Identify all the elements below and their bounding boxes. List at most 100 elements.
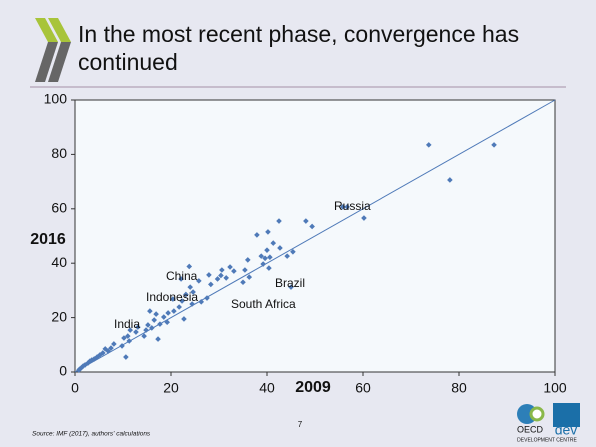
point bbox=[151, 317, 157, 323]
x-tick-label: 60 bbox=[355, 380, 371, 396]
point bbox=[231, 268, 237, 274]
annotation: India bbox=[114, 317, 140, 331]
x-tick-label: 0 bbox=[71, 380, 79, 396]
point bbox=[242, 267, 248, 273]
reference-line bbox=[74, 99, 556, 373]
point bbox=[186, 263, 193, 270]
point bbox=[264, 247, 270, 253]
point bbox=[85, 360, 91, 366]
point bbox=[181, 316, 187, 322]
y-tick-label: 60 bbox=[51, 200, 67, 216]
x-axis-label: 2009 bbox=[295, 379, 331, 396]
point bbox=[425, 142, 432, 148]
x-tick-label: 100 bbox=[543, 380, 567, 396]
source: Source: IMF (2017), authors' calculation… bbox=[32, 431, 151, 438]
point bbox=[265, 229, 271, 235]
point bbox=[284, 253, 290, 259]
point bbox=[214, 276, 221, 282]
annotation: China bbox=[166, 269, 198, 283]
point bbox=[165, 310, 171, 316]
point bbox=[218, 272, 224, 279]
point bbox=[223, 275, 229, 281]
point bbox=[133, 329, 139, 335]
point bbox=[288, 284, 294, 290]
y-tick-label: 40 bbox=[51, 254, 67, 270]
point bbox=[258, 253, 265, 259]
y-axis-label: 2016 bbox=[30, 231, 66, 248]
y-tick-label: 20 bbox=[51, 308, 67, 324]
logo-name: OECD bbox=[517, 424, 544, 434]
point bbox=[260, 261, 266, 267]
point bbox=[149, 325, 155, 331]
point bbox=[245, 257, 251, 263]
logo-unit: dev bbox=[555, 422, 578, 438]
point bbox=[161, 314, 167, 320]
point bbox=[361, 215, 367, 221]
point bbox=[178, 276, 184, 282]
point bbox=[119, 343, 125, 349]
point bbox=[340, 204, 346, 210]
point bbox=[121, 335, 127, 341]
point bbox=[170, 296, 176, 302]
annotation: Indonesia bbox=[146, 290, 198, 304]
point bbox=[187, 284, 193, 290]
point bbox=[204, 295, 210, 301]
chevrons bbox=[35, 18, 71, 82]
point bbox=[277, 245, 283, 251]
point bbox=[270, 240, 277, 246]
point bbox=[100, 350, 106, 356]
point bbox=[108, 345, 114, 351]
point bbox=[126, 338, 133, 344]
point bbox=[196, 278, 202, 284]
title: In the most recent phase, convergence ha… bbox=[78, 21, 519, 75]
point bbox=[276, 218, 282, 224]
point bbox=[266, 265, 272, 271]
point bbox=[125, 333, 131, 339]
point bbox=[102, 346, 109, 352]
point bbox=[87, 358, 93, 364]
point bbox=[135, 324, 141, 330]
point bbox=[219, 267, 225, 273]
point bbox=[227, 264, 233, 270]
point bbox=[246, 274, 253, 280]
point bbox=[303, 218, 309, 224]
point bbox=[208, 281, 214, 288]
page-number: 7 bbox=[298, 420, 303, 429]
annotation: Brazil bbox=[275, 276, 305, 290]
x-tick-label: 80 bbox=[451, 380, 467, 396]
x-tick-label: 20 bbox=[163, 380, 179, 396]
y-tick-label: 80 bbox=[51, 145, 67, 161]
point bbox=[254, 232, 260, 238]
point bbox=[143, 327, 149, 333]
point bbox=[153, 311, 159, 317]
point bbox=[179, 298, 185, 304]
annotation: South Africa bbox=[231, 297, 296, 311]
point bbox=[76, 367, 82, 373]
y-tick-label: 100 bbox=[44, 91, 68, 107]
point bbox=[141, 333, 147, 339]
point bbox=[198, 299, 205, 305]
point bbox=[157, 321, 163, 327]
point bbox=[240, 279, 246, 286]
point bbox=[491, 142, 497, 148]
y-tick-label: 0 bbox=[59, 363, 67, 379]
point bbox=[447, 177, 453, 183]
logo: OECD dev DEVELOPMENT CENTRE bbox=[517, 403, 580, 443]
point bbox=[147, 308, 153, 314]
point bbox=[290, 248, 296, 255]
point bbox=[206, 272, 212, 278]
point bbox=[190, 289, 196, 295]
point bbox=[123, 354, 129, 360]
point bbox=[176, 304, 182, 310]
point bbox=[267, 254, 273, 261]
point bbox=[344, 204, 350, 210]
point bbox=[262, 255, 268, 262]
point bbox=[171, 308, 177, 314]
point bbox=[189, 301, 195, 307]
point bbox=[309, 223, 315, 230]
annotation: Russia bbox=[334, 199, 371, 213]
logo-subtitle: DEVELOPMENT CENTRE bbox=[517, 437, 577, 443]
point bbox=[183, 291, 189, 298]
point bbox=[164, 319, 170, 326]
